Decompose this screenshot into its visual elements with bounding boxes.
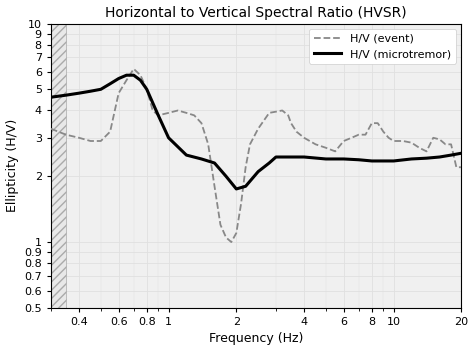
H/V (microtremor) [98, 87, 104, 91]
H/V (microtremor) [199, 157, 204, 161]
H/V (microtremor) [288, 155, 294, 159]
H/V (microtremor) [234, 187, 239, 191]
H/V (microtremor) [409, 157, 414, 161]
H/V (event) [88, 139, 93, 143]
H/V (microtremor) [166, 136, 172, 140]
H/V (microtremor) [273, 155, 279, 159]
H/V (microtremor) [137, 78, 143, 82]
H/V (microtremor) [48, 95, 54, 99]
Line: H/V (microtremor): H/V (microtremor) [51, 75, 461, 189]
H/V (microtremor) [124, 73, 129, 77]
H/V (event) [363, 133, 368, 137]
H/V (microtremor) [131, 73, 137, 77]
H/V (microtremor) [301, 155, 307, 159]
H/V (event) [48, 127, 54, 131]
H/V (microtremor) [223, 174, 229, 178]
H/V (microtremor) [323, 157, 329, 161]
H/V (microtremor) [107, 82, 113, 86]
H/V (event) [228, 240, 234, 244]
H/V (microtremor) [183, 153, 189, 157]
H/V (microtremor) [212, 161, 218, 165]
H/V (microtremor) [437, 155, 442, 159]
H/V (microtremor) [448, 153, 454, 157]
H/V (microtremor) [63, 93, 69, 97]
H/V (microtremor) [391, 159, 396, 163]
Legend: H/V (event), H/V (microtremor): H/V (event), H/V (microtremor) [309, 29, 456, 64]
H/V (microtremor) [76, 91, 82, 95]
H/V (microtremor) [381, 159, 386, 163]
X-axis label: Frequency (Hz): Frequency (Hz) [209, 332, 303, 345]
H/V (microtremor) [266, 161, 272, 165]
H/V (microtremor) [356, 158, 362, 162]
H/V (microtremor) [255, 170, 261, 174]
Y-axis label: Ellipticity (H/V): Ellipticity (H/V) [6, 119, 18, 212]
H/V (microtremor) [88, 89, 93, 93]
H/V (event) [247, 142, 253, 146]
H/V (event) [458, 165, 464, 169]
H/V (event) [191, 113, 197, 118]
H/V (microtremor) [458, 151, 464, 155]
H/V (microtremor) [116, 77, 121, 81]
H/V (microtremor) [424, 156, 429, 160]
Bar [51, 24, 66, 308]
H/V (event) [356, 133, 362, 137]
H/V (microtremor) [155, 113, 161, 118]
Title: Horizontal to Vertical Spectral Ratio (HVSR): Horizontal to Vertical Spectral Ratio (H… [105, 6, 407, 20]
H/V (microtremor) [144, 87, 150, 91]
H/V (event) [76, 136, 82, 140]
H/V (microtremor) [243, 184, 248, 188]
H/V (event) [131, 67, 137, 71]
Line: H/V (event): H/V (event) [51, 69, 461, 242]
H/V (microtremor) [369, 159, 374, 163]
H/V (microtremor) [341, 157, 346, 161]
